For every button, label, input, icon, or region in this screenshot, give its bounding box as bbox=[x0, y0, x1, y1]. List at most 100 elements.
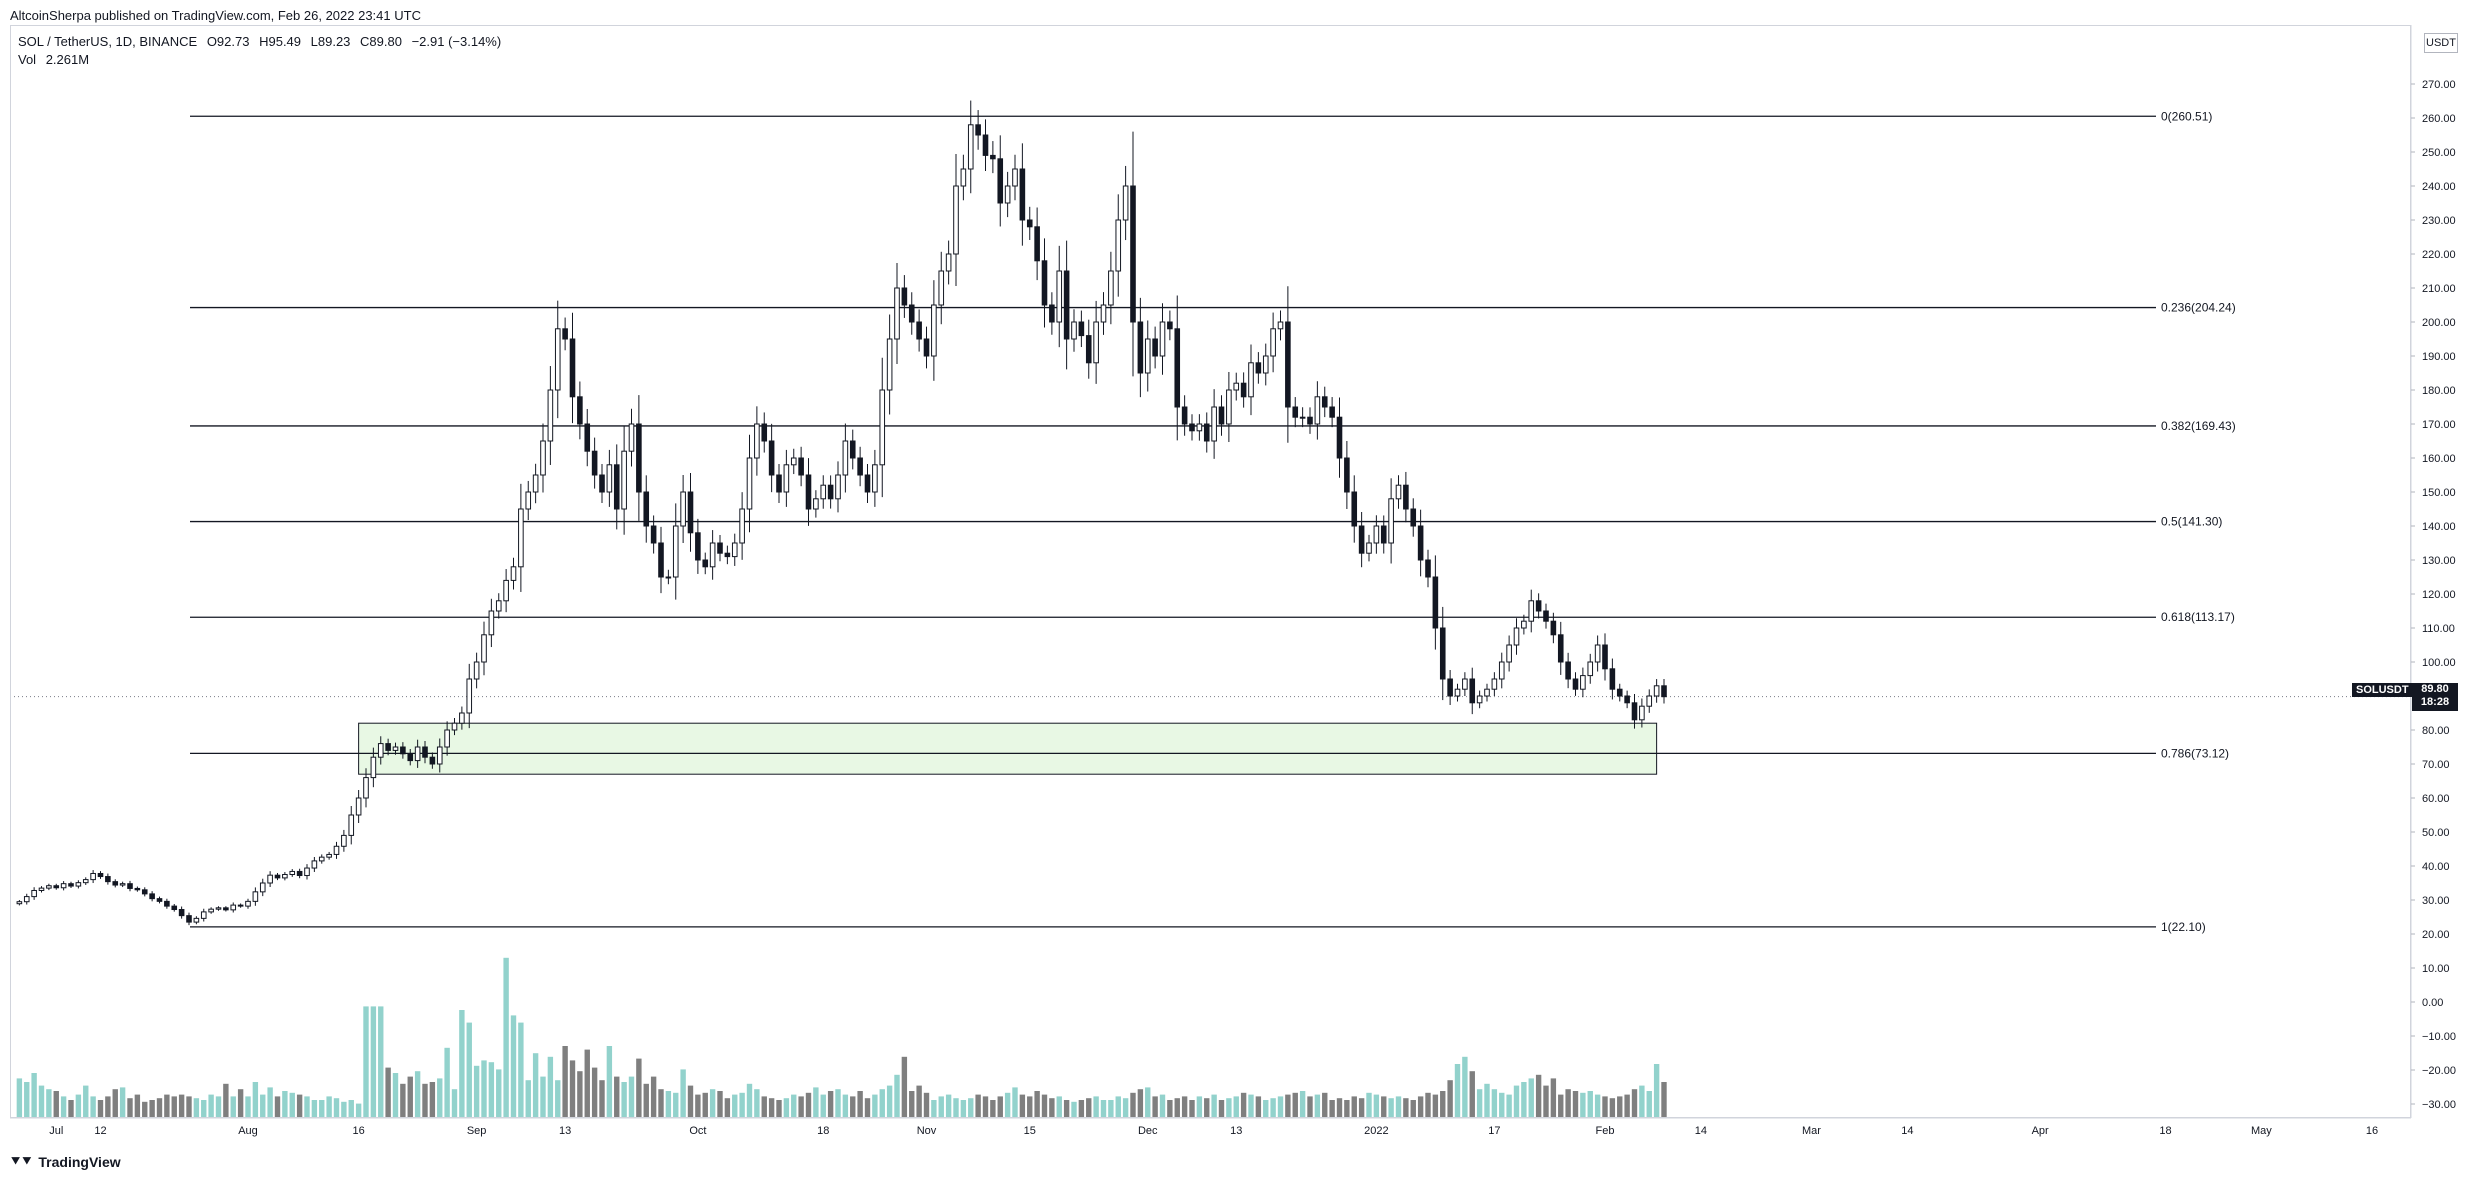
candle bbox=[643, 475, 650, 543]
volume-bar bbox=[1403, 1098, 1409, 1118]
candle-body bbox=[628, 423, 635, 452]
candle bbox=[1624, 690, 1630, 709]
candle bbox=[237, 903, 244, 908]
last-price-box: 89.80 18:28 bbox=[2412, 683, 2458, 711]
candle-body bbox=[613, 464, 620, 510]
candle bbox=[1307, 407, 1313, 434]
volume-bar bbox=[584, 1049, 590, 1118]
candle bbox=[1078, 310, 1085, 348]
candle-body bbox=[1631, 702, 1638, 721]
y-tick-label: 220.00 bbox=[2422, 249, 2456, 261]
candle-body bbox=[1609, 668, 1616, 690]
volume-bar bbox=[577, 1071, 583, 1118]
candle bbox=[518, 483, 524, 592]
volume-bar bbox=[503, 957, 509, 1118]
y-tick-label: −20.00 bbox=[2422, 1065, 2456, 1077]
candle bbox=[1093, 300, 1099, 384]
candle bbox=[776, 463, 782, 504]
candle bbox=[230, 902, 237, 913]
candle-body bbox=[1476, 695, 1483, 704]
volume-bar bbox=[127, 1098, 133, 1118]
candle bbox=[282, 872, 288, 881]
symbol-name[interactable]: SOL / TetherUS, 1D, BINANCE bbox=[18, 34, 198, 49]
candle-body bbox=[252, 891, 259, 902]
candle-body bbox=[1550, 620, 1557, 636]
volume-bar bbox=[547, 1056, 554, 1118]
candle-body bbox=[1196, 423, 1203, 432]
candle-body bbox=[1137, 321, 1144, 374]
candle-body bbox=[422, 746, 428, 758]
volume-bar bbox=[1307, 1096, 1313, 1118]
x-tick-label: May bbox=[2251, 1125, 2272, 1137]
candle bbox=[1159, 303, 1166, 375]
candle bbox=[1019, 143, 1026, 246]
x-tick-label: Jul bbox=[49, 1125, 63, 1137]
candle bbox=[186, 912, 192, 926]
candle-body bbox=[1277, 321, 1284, 330]
currency-unit-label[interactable]: USDT bbox=[2424, 33, 2458, 53]
footer-brand[interactable]: ⯆⯆ TradingView bbox=[10, 1153, 121, 1170]
candle-body bbox=[1447, 678, 1453, 697]
volume-bar bbox=[783, 1098, 790, 1118]
y-tick-label: 0.00 bbox=[2422, 997, 2443, 1009]
volume-bar bbox=[628, 1076, 635, 1118]
candle-body bbox=[1602, 644, 1608, 670]
x-tick-label: 13 bbox=[1230, 1125, 1242, 1137]
candle bbox=[1439, 606, 1446, 701]
candle bbox=[274, 872, 281, 881]
candle bbox=[835, 461, 841, 513]
candle bbox=[658, 526, 664, 594]
candle-body bbox=[894, 287, 900, 340]
candle-body bbox=[1085, 335, 1092, 364]
x-tick-label: 14 bbox=[1901, 1125, 1913, 1137]
volume-bar bbox=[1558, 1094, 1564, 1118]
candle bbox=[953, 154, 959, 286]
volume-bar bbox=[1506, 1094, 1512, 1118]
fib-label: 0.382(169.43) bbox=[2161, 419, 2236, 433]
volume-bar bbox=[1248, 1094, 1254, 1118]
candle bbox=[326, 851, 332, 860]
x-axis[interactable]: Jul 12 Aug 16 Sep 13 Oct 18 Nov 15 Dec 13 2022 17 Feb 1… bbox=[10, 1117, 2411, 1137]
candle-body bbox=[621, 450, 627, 510]
volume-bar bbox=[1631, 1089, 1638, 1118]
candle-body bbox=[370, 756, 377, 779]
volume-bar bbox=[901, 1056, 908, 1118]
candle-body bbox=[591, 450, 598, 476]
candle-body bbox=[997, 158, 1004, 204]
volume-bar bbox=[1137, 1089, 1144, 1118]
volume-bar bbox=[223, 1083, 229, 1118]
volume-bar bbox=[1572, 1091, 1579, 1118]
y-axis[interactable]: −30.00 −20.00 −10.00 0.00 10.00 20.00 30.00 40.… bbox=[2410, 25, 2456, 1118]
candle bbox=[1012, 154, 1018, 201]
volume-bar bbox=[650, 1076, 657, 1118]
volume-bar bbox=[38, 1085, 45, 1118]
candle bbox=[400, 742, 406, 759]
candle bbox=[857, 446, 863, 487]
volume-bar bbox=[761, 1096, 767, 1118]
candle-body bbox=[459, 712, 465, 724]
candle-body bbox=[1484, 688, 1490, 697]
candle-body bbox=[1093, 321, 1099, 364]
candles-layer bbox=[16, 100, 1667, 926]
candle-body bbox=[1255, 362, 1262, 374]
volume-bar bbox=[1587, 1091, 1593, 1118]
volume-bar bbox=[1417, 1096, 1424, 1118]
x-tick-label: Aug bbox=[238, 1125, 258, 1137]
candle bbox=[1395, 475, 1402, 509]
candle bbox=[1572, 672, 1579, 696]
volume-bar bbox=[687, 1085, 694, 1118]
volume-bar bbox=[1344, 1100, 1350, 1118]
volume-bar bbox=[1122, 1098, 1129, 1118]
x-tick-label: Oct bbox=[689, 1125, 706, 1137]
candle-body bbox=[776, 474, 782, 493]
volume-label[interactable]: Vol bbox=[18, 52, 37, 67]
candle-body bbox=[1535, 600, 1542, 612]
volume-bar bbox=[525, 1080, 531, 1118]
volume-bar bbox=[1580, 1092, 1586, 1118]
candle bbox=[1056, 245, 1063, 348]
candle-body bbox=[466, 678, 473, 714]
volume-bar bbox=[673, 1092, 679, 1118]
candle bbox=[31, 887, 37, 900]
y-tick-label: 70.00 bbox=[2422, 759, 2450, 771]
